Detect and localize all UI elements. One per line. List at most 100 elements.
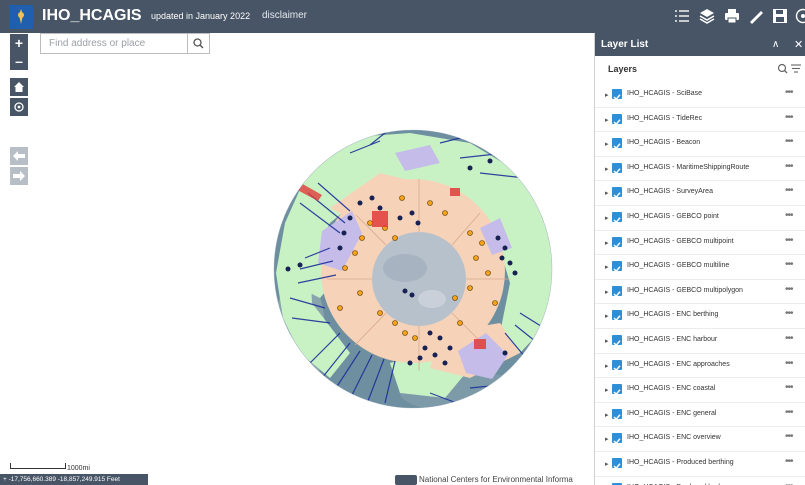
expand-arrow-icon[interactable]: ▸	[605, 362, 609, 370]
expand-arrow-icon[interactable]: ▸	[605, 338, 609, 345]
layer-item[interactable]: ▸ IHO_HCAGIS - SciBase •••	[595, 83, 805, 108]
search-input[interactable]	[41, 34, 187, 53]
layer-options-icon[interactable]: •••	[785, 136, 793, 148]
coordinate-readout[interactable]: + -17,756,660.389 -18,857,249.915 Feet	[0, 474, 148, 485]
layer-options-icon[interactable]: •••	[785, 431, 793, 443]
next-extent-button[interactable]	[10, 167, 28, 185]
layer-options-icon[interactable]: •••	[785, 185, 793, 197]
layer-item[interactable]: ▸ IHO_HCAGIS - ENC overview •••	[595, 427, 805, 452]
expand-arrow-icon[interactable]: ▸	[605, 436, 609, 444]
layer-visibility-checkbox[interactable]	[612, 187, 622, 199]
layer-options-icon[interactable]: •••	[785, 259, 793, 271]
layer-item[interactable]: ▸ IHO_HCAGIS - ENC harbour •••	[595, 329, 805, 354]
layer-list-panel: Layer List ∧ ✕ Layers ▸ IHO_HCAGIS - SciB…	[594, 33, 805, 485]
layer-item[interactable]: ▸ IHO_HCAGIS - TideRec •••	[595, 108, 805, 133]
zoom-out-button[interactable]: –	[10, 52, 28, 70]
panel-title: Layer List	[601, 39, 649, 50]
measure-icon[interactable]	[746, 6, 766, 26]
search-icon[interactable]	[777, 63, 788, 74]
layer-item[interactable]: ▸ IHO_HCAGIS - ENC approaches •••	[595, 354, 805, 379]
layer-name: IHO_HCAGIS - ENC overview	[627, 434, 721, 442]
expand-arrow-icon[interactable]: ▸	[605, 92, 609, 99]
close-icon[interactable]: ✕	[794, 39, 804, 51]
home-icon	[14, 82, 24, 92]
layer-options-icon[interactable]: •••	[785, 111, 793, 123]
layer-options-icon[interactable]: •••	[785, 210, 793, 221]
layer-visibility-checkbox[interactable]	[612, 285, 622, 298]
expand-arrow-icon[interactable]: ▸	[605, 264, 609, 272]
save-icon[interactable]	[770, 6, 790, 26]
expand-arrow-icon[interactable]: ▸	[605, 461, 609, 468]
layer-visibility-checkbox[interactable]	[612, 212, 622, 224]
collapse-icon[interactable]: ∧	[772, 39, 780, 50]
layer-options-icon[interactable]: •••	[785, 160, 793, 172]
layer-options-icon[interactable]: •••	[785, 456, 793, 467]
more-icon[interactable]	[793, 6, 805, 26]
layer-item[interactable]: ▸IHO_HCAGIS - Produced harbour•••	[595, 477, 805, 485]
layer-visibility-checkbox[interactable]	[612, 482, 622, 485]
layer-name: IHO_HCAGIS - SurveyArea	[627, 188, 713, 196]
layer-visibility-checkbox[interactable]	[612, 89, 622, 101]
home-button[interactable]	[10, 78, 28, 96]
layer-options-icon[interactable]: •••	[785, 481, 793, 485]
disclaimer-link[interactable]: disclaimer	[262, 10, 308, 21]
layer-options-icon[interactable]: •••	[785, 357, 793, 369]
zoom-in-button[interactable]: +	[10, 34, 28, 52]
layer-options-icon[interactable]: •••	[785, 87, 793, 98]
layer-visibility-checkbox[interactable]	[612, 433, 622, 445]
layer-options-icon[interactable]: •••	[785, 308, 793, 320]
layer-visibility-checkbox[interactable]	[612, 359, 622, 371]
layer-list-icon[interactable]	[672, 6, 692, 26]
layer-item[interactable]: ▸ IHO_HCAGIS - GEBCO multipolygon •••	[595, 280, 805, 305]
expand-arrow-icon[interactable]: ▸	[605, 411, 609, 419]
layer-visibility-checkbox[interactable]	[612, 335, 622, 347]
layer-visibility-checkbox[interactable]	[612, 138, 622, 150]
layer-item[interactable]: ▸ IHO_HCAGIS - ENC berthing •••	[595, 304, 805, 329]
expand-arrow-icon[interactable]: ▸	[605, 387, 609, 395]
layer-name: IHO_HCAGIS - Beacon	[627, 139, 701, 147]
expand-arrow-icon[interactable]: ▸	[605, 239, 609, 247]
search-button[interactable]	[187, 34, 209, 53]
layer-item[interactable]: ▸ IHO_HCAGIS - GEBCO multiline •••	[595, 255, 805, 280]
layer-name: IHO_HCAGIS - ENC berthing	[627, 311, 719, 319]
layer-visibility-checkbox[interactable]	[612, 162, 622, 175]
layer-visibility-checkbox[interactable]	[612, 113, 622, 125]
attribution-toggle[interactable]	[395, 475, 417, 485]
layer-options-icon[interactable]: •••	[785, 382, 793, 394]
print-icon[interactable]	[722, 6, 742, 26]
layer-options-icon[interactable]: •••	[785, 406, 793, 418]
expand-arrow-icon[interactable]: ▸	[605, 165, 609, 173]
map-view[interactable]: + – 1000mi + -17,756,660.389 -18,857,249…	[0, 33, 594, 485]
expand-arrow-icon[interactable]: ▸	[605, 190, 609, 198]
layer-options-icon[interactable]: •••	[785, 234, 793, 246]
layer-name: IHO_HCAGIS - MaritimeShippingRoute	[627, 163, 750, 171]
layer-item[interactable]: ▸ IHO_HCAGIS - Produced berthing •••	[595, 452, 805, 477]
layer-item[interactable]: ▸ IHO_HCAGIS - ENC general •••	[595, 403, 805, 428]
layer-item[interactable]: ▸ IHO_HCAGIS - ENC coastal •••	[595, 378, 805, 403]
layer-visibility-checkbox[interactable]	[612, 310, 622, 322]
layer-visibility-checkbox[interactable]	[612, 384, 622, 396]
layers-icon[interactable]	[697, 6, 717, 26]
layer-item[interactable]: ▸ IHO_HCAGIS - GEBCO point •••	[595, 206, 805, 231]
expand-arrow-icon[interactable]: ▸	[605, 215, 609, 222]
layer-item[interactable]: ▸ IHO_HCAGIS - SurveyArea •••	[595, 181, 805, 206]
layer-name: IHO_HCAGIS - ENC general	[627, 409, 717, 417]
layer-item[interactable]: ▸ IHO_HCAGIS - GEBCO multipoint •••	[595, 231, 805, 256]
expand-arrow-icon[interactable]: ▸	[605, 288, 609, 296]
expand-arrow-icon[interactable]: ▸	[605, 141, 609, 149]
locate-button[interactable]	[10, 98, 28, 116]
filter-icon[interactable]	[791, 64, 801, 73]
previous-extent-button[interactable]	[10, 147, 28, 165]
layer-options-icon[interactable]: •••	[785, 333, 793, 344]
app-header: IHO_HCAGIS updated in January 2022 discl…	[0, 0, 805, 33]
layer-visibility-checkbox[interactable]	[612, 408, 622, 421]
expand-arrow-icon[interactable]: ▸	[605, 116, 609, 124]
layer-item[interactable]: ▸ IHO_HCAGIS - MaritimeShippingRoute •••	[595, 157, 805, 182]
layer-visibility-checkbox[interactable]	[612, 261, 622, 273]
layer-visibility-checkbox[interactable]	[612, 458, 622, 470]
layer-options-icon[interactable]: •••	[785, 283, 793, 295]
layer-item[interactable]: ▸ IHO_HCAGIS - Beacon •••	[595, 132, 805, 157]
expand-arrow-icon[interactable]: ▸	[605, 313, 609, 321]
panel-header: Layer List ∧ ✕	[595, 33, 805, 56]
layer-visibility-checkbox[interactable]	[612, 236, 622, 248]
